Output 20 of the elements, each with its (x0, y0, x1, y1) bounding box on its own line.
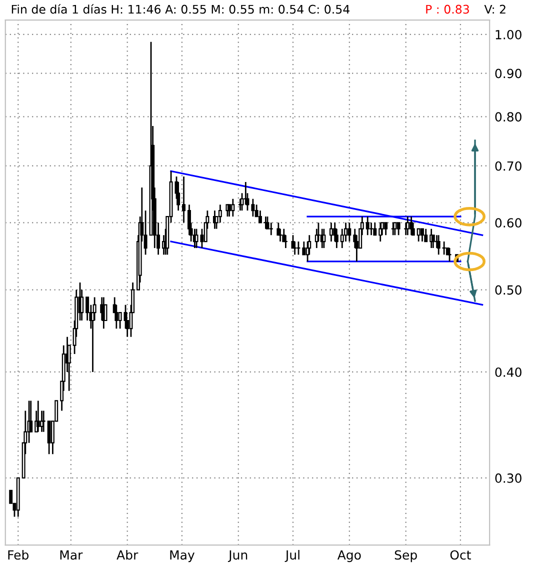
x-tick-label: Oct (450, 550, 471, 560)
x-tick-label: Sep (394, 550, 417, 562)
x-tick-label: Jun (228, 550, 248, 562)
y-tick-label: 0.60 (495, 218, 522, 228)
x-tick-label: Jul (284, 550, 300, 562)
x-tick-label: Feb (8, 550, 28, 560)
x-tick-label: Mar (60, 550, 83, 560)
y-tick-label: 0.50 (495, 285, 522, 295)
y-tick-label: 0.40 (495, 367, 522, 377)
text: V: 2 (484, 4, 506, 14)
x-tick-label: Abr (116, 550, 138, 560)
x-tick-label: Ago (337, 550, 361, 562)
y-tick-label: 0.30 (495, 473, 522, 483)
y-tick-label: 1.00 (496, 30, 522, 40)
y-tick-label: 0.70 (495, 161, 522, 171)
text: P : 0.83 (426, 4, 469, 14)
y-tick-label: 0.90 (495, 68, 522, 78)
x-tick-label: May (170, 550, 194, 562)
y-tick-label: 0.80 (495, 112, 522, 122)
chart-title: Fin de día 1 días H: 11:46 A: 0.55 M: 0.55 m: 0.54 C: 0.54 (12, 4, 350, 14)
